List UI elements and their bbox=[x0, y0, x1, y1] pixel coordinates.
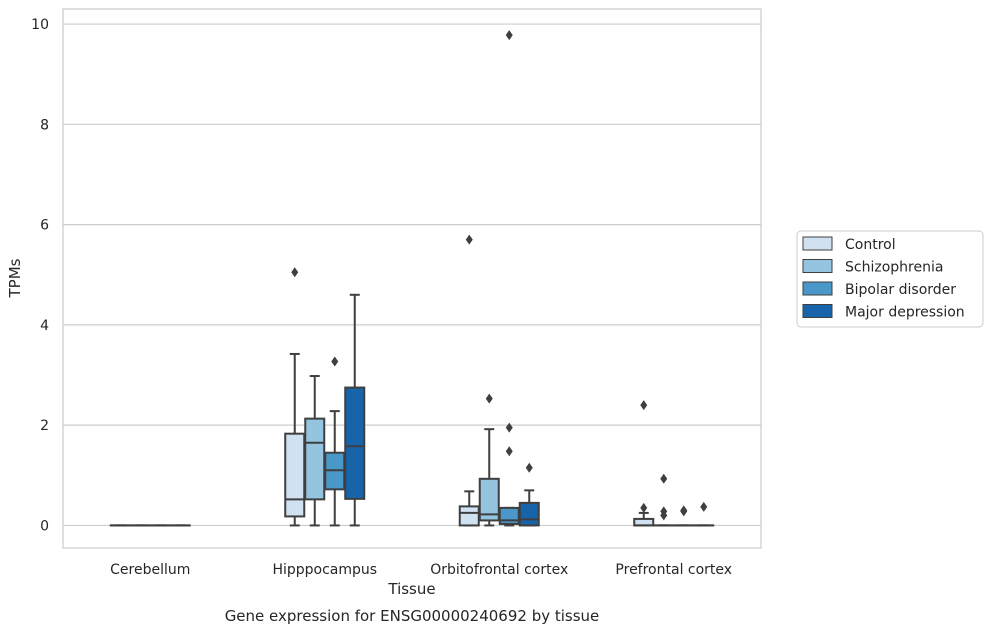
box bbox=[284, 267, 306, 527]
outlier-point bbox=[680, 505, 688, 516]
box bbox=[633, 400, 655, 527]
x-tick-labels: Cerebellum Hipppocampus Orbitofrontal cort… bbox=[110, 562, 732, 578]
box-body bbox=[518, 501, 540, 527]
outlier-point bbox=[291, 267, 299, 278]
box-body bbox=[478, 477, 500, 522]
box bbox=[324, 356, 346, 527]
legend-label: Major depression bbox=[845, 305, 965, 321]
x-tick-label: Prefrontal cortex bbox=[615, 562, 732, 578]
box-body bbox=[304, 417, 326, 501]
box-series bbox=[109, 30, 715, 527]
outlier-point bbox=[331, 356, 339, 367]
outlier-point bbox=[660, 473, 668, 484]
box-body bbox=[458, 505, 480, 527]
legend-swatch bbox=[802, 236, 833, 251]
box bbox=[693, 501, 715, 527]
legend-label: Control bbox=[845, 237, 896, 253]
y-tick-label: 8 bbox=[40, 117, 49, 133]
box bbox=[498, 30, 520, 527]
x-tick-label: Hipppocampus bbox=[272, 562, 377, 578]
outlier-point bbox=[700, 501, 708, 512]
legend: Control Schizophrenia Bipolar disorder Majo… bbox=[796, 230, 984, 328]
outlier-point bbox=[640, 502, 648, 513]
outlier-point bbox=[505, 422, 513, 433]
legend-swatch bbox=[802, 259, 833, 273]
outlier-point bbox=[640, 400, 648, 411]
box bbox=[478, 393, 500, 527]
series-control bbox=[109, 234, 655, 527]
legend-swatch bbox=[802, 304, 833, 318]
box bbox=[458, 234, 480, 527]
x-axis-label: Tissue bbox=[387, 580, 435, 598]
y-tick-label: 4 bbox=[40, 318, 49, 334]
box bbox=[344, 293, 366, 527]
outlier-point bbox=[660, 506, 668, 517]
box-body bbox=[344, 386, 366, 500]
x-tick-label: Cerebellum bbox=[110, 562, 190, 578]
y-tick-label: 10 bbox=[31, 17, 49, 33]
outlier-point bbox=[485, 393, 493, 404]
series-schizophrenia bbox=[129, 375, 675, 527]
x-tick-label: Orbitofrontal cortex bbox=[430, 562, 568, 578]
y-tick-label: 0 bbox=[40, 518, 49, 534]
series-bipolar-disorder bbox=[149, 30, 695, 527]
box bbox=[653, 473, 675, 527]
y-axis-label: TPMs bbox=[6, 258, 24, 298]
plot-frame bbox=[62, 8, 762, 549]
box bbox=[518, 462, 540, 527]
y-tick-label: 2 bbox=[40, 418, 49, 434]
box-body bbox=[498, 506, 520, 525]
legend-swatch bbox=[802, 281, 833, 296]
chart-caption: Gene expression for ENSG00000240692 by t… bbox=[225, 607, 600, 625]
outlier-point bbox=[525, 462, 533, 473]
legend-label: Bipolar disorder bbox=[845, 282, 956, 298]
outlier-point bbox=[505, 30, 513, 41]
legend-frame bbox=[796, 230, 984, 328]
outlier-point bbox=[505, 446, 513, 457]
series-major-depression bbox=[169, 293, 715, 527]
outlier-point bbox=[465, 234, 473, 245]
y-tick-label: 6 bbox=[40, 218, 49, 234]
legend-label: Schizophrenia bbox=[845, 260, 943, 276]
box-body bbox=[284, 432, 306, 518]
y-tick-labels: 0 2 4 6 8 10 bbox=[31, 17, 49, 534]
